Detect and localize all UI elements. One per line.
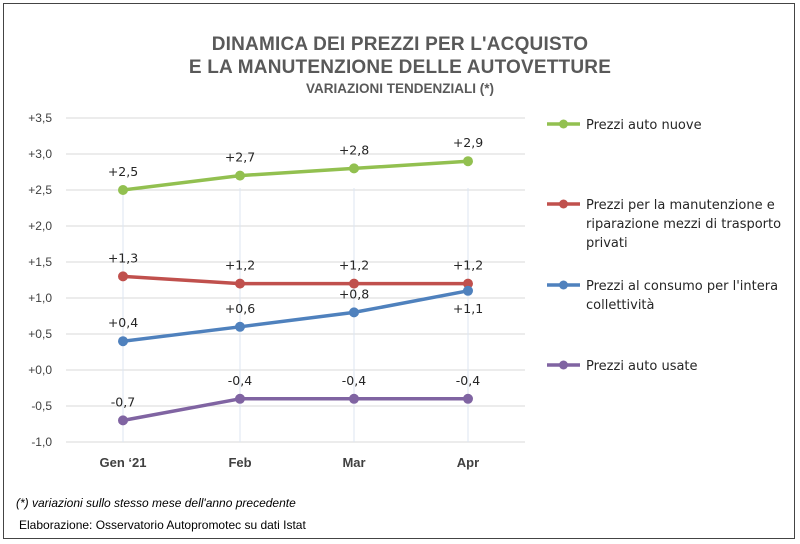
legend-swatch-marker [559,360,568,370]
y-tick-label: -1,0 [31,435,52,449]
data-point [118,271,128,282]
data-label: +2,9 [453,135,483,150]
data-label: +1,2 [225,258,255,273]
data-point [235,321,245,332]
data-point [118,415,128,426]
data-label: -0,4 [228,373,252,388]
data-point [235,278,245,289]
x-tick-label: Feb [228,455,251,470]
data-point [235,170,245,181]
data-label: +2,5 [108,164,138,179]
legend-label: Prezzi auto nuove [586,118,702,133]
y-tick-label: -0,5 [31,399,52,413]
legend-swatch-marker [559,199,568,209]
y-tick-label: +2,0 [28,219,52,233]
series-line [122,159,469,192]
x-tick-label: Gen ‘21 [100,455,147,470]
legend-label: collettività [586,298,655,313]
data-label: +0,8 [339,286,369,301]
data-label: +2,8 [339,142,369,157]
series-line [122,289,469,343]
chart-title-line2: E LA MANUTENZIONE DELLE AUTOVETTURE [188,57,612,78]
data-point [118,336,128,347]
legend-swatch-marker [559,119,568,129]
y-tick-label: +3,0 [28,147,52,161]
y-tick-label: +2,5 [28,183,52,197]
data-point [463,393,473,404]
data-point [463,285,473,296]
legend-label: privati [586,236,628,251]
chart-frame [3,3,795,539]
data-point [349,307,359,318]
legend-label: Prezzi per la manutenzione e [586,198,775,213]
legend-label: Prezzi al consumo per l'intera [586,279,778,294]
source-note: Elaborazione: Osservatorio Autopromotec … [19,518,306,532]
footnote: (*) variazioni sullo stesso mese dell'an… [16,496,296,510]
y-tick-label: +3,5 [28,111,52,125]
data-point [349,163,359,174]
y-tick-label: +1,5 [28,255,52,269]
y-tick-label: +0,0 [28,363,52,377]
data-point [463,156,473,167]
legend-label: Prezzi auto usate [586,359,698,374]
data-label: +1,2 [339,258,369,273]
x-tick-label: Apr [457,455,479,470]
chart-title-line1: DINAMICA DEI PREZZI PER L'ACQUISTO [211,34,589,55]
y-tick-label: +1,0 [28,291,52,305]
data-label: +0,4 [108,315,138,330]
series-line [122,397,468,423]
data-label: +2,7 [225,150,255,165]
data-point [349,393,359,404]
data-label: +1,1 [453,301,483,316]
data-label: -0,4 [342,373,366,388]
legend-label: riparazione mezzi di trasporto [586,217,781,232]
data-label: +1,3 [108,250,138,265]
series-line [122,274,468,286]
data-label: -0,7 [111,394,135,409]
x-tick-label: Mar [342,455,365,470]
data-point [349,278,359,289]
data-point [118,185,128,195]
chart-subtitle: VARIAZIONI TENDENZIALI (*) [306,81,494,96]
legend-swatch-marker [559,280,568,290]
y-tick-label: +0,5 [28,327,52,341]
data-label: +0,6 [225,301,255,316]
data-label: +1,2 [453,258,483,273]
data-point [235,393,245,404]
data-label: -0,4 [456,373,480,388]
